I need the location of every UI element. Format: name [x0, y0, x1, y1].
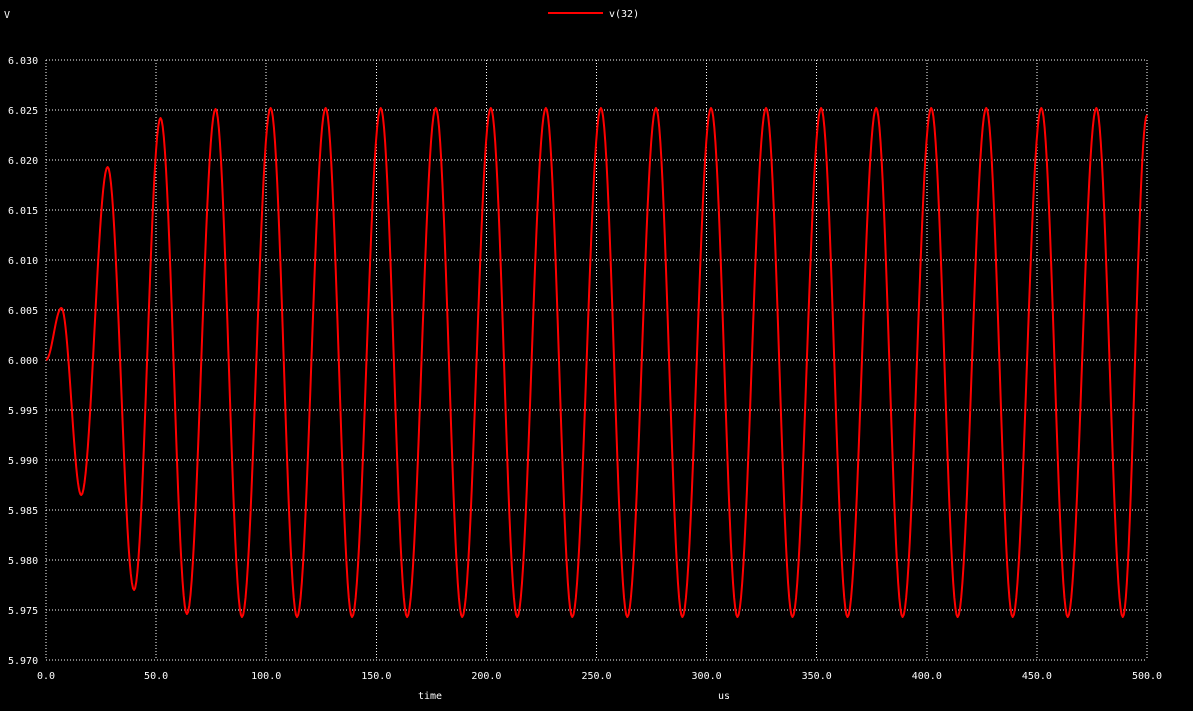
series-line-v32 [45, 107, 1148, 618]
y-tick-label: 6.005 [8, 306, 38, 317]
y-tick-label: 6.030 [8, 56, 38, 67]
x-axis-ticks: 0.0 50.0 100.0 150.0 200.0 250.0 300.0 350.0 400… [37, 671, 1162, 682]
legend: v(32) [548, 9, 639, 20]
y-tick-label: 5.970 [8, 656, 38, 667]
x-tick-label: 100.0 [251, 671, 281, 682]
x-tick-label: 450.0 [1022, 671, 1052, 682]
y-tick-label: 6.015 [8, 206, 38, 217]
x-tick-label: 400.0 [912, 671, 942, 682]
y-tick-label: 5.990 [8, 456, 38, 467]
y-tick-label: 5.985 [8, 506, 38, 517]
legend-label-v32: v(32) [609, 9, 639, 20]
x-tick-label: 350.0 [802, 671, 832, 682]
x-axis-unit-label: us [718, 691, 730, 702]
y-axis-ticks: 5.970 5.975 5.980 5.985 5.990 5.995 6.000 6.005… [8, 56, 38, 667]
x-tick-label: 0.0 [37, 671, 55, 682]
y-tick-label: 6.010 [8, 256, 38, 267]
y-tick-label: 6.025 [8, 106, 38, 117]
y-tick-label: 6.000 [8, 356, 38, 367]
x-tick-label: 250.0 [581, 671, 611, 682]
x-tick-label: 300.0 [692, 671, 722, 682]
x-tick-label: 500.0 [1132, 671, 1162, 682]
y-tick-label: 5.995 [8, 406, 38, 417]
y-tick-label: 5.980 [8, 556, 38, 567]
x-tick-label: 200.0 [471, 671, 501, 682]
x-tick-label: 150.0 [361, 671, 391, 682]
y-tick-label: 6.020 [8, 156, 38, 167]
x-axis-label: time [418, 691, 442, 702]
y-tick-label: 5.975 [8, 606, 38, 617]
traces [45, 107, 1148, 618]
y-axis-unit-label: V [4, 10, 10, 21]
x-tick-label: 50.0 [144, 671, 168, 682]
